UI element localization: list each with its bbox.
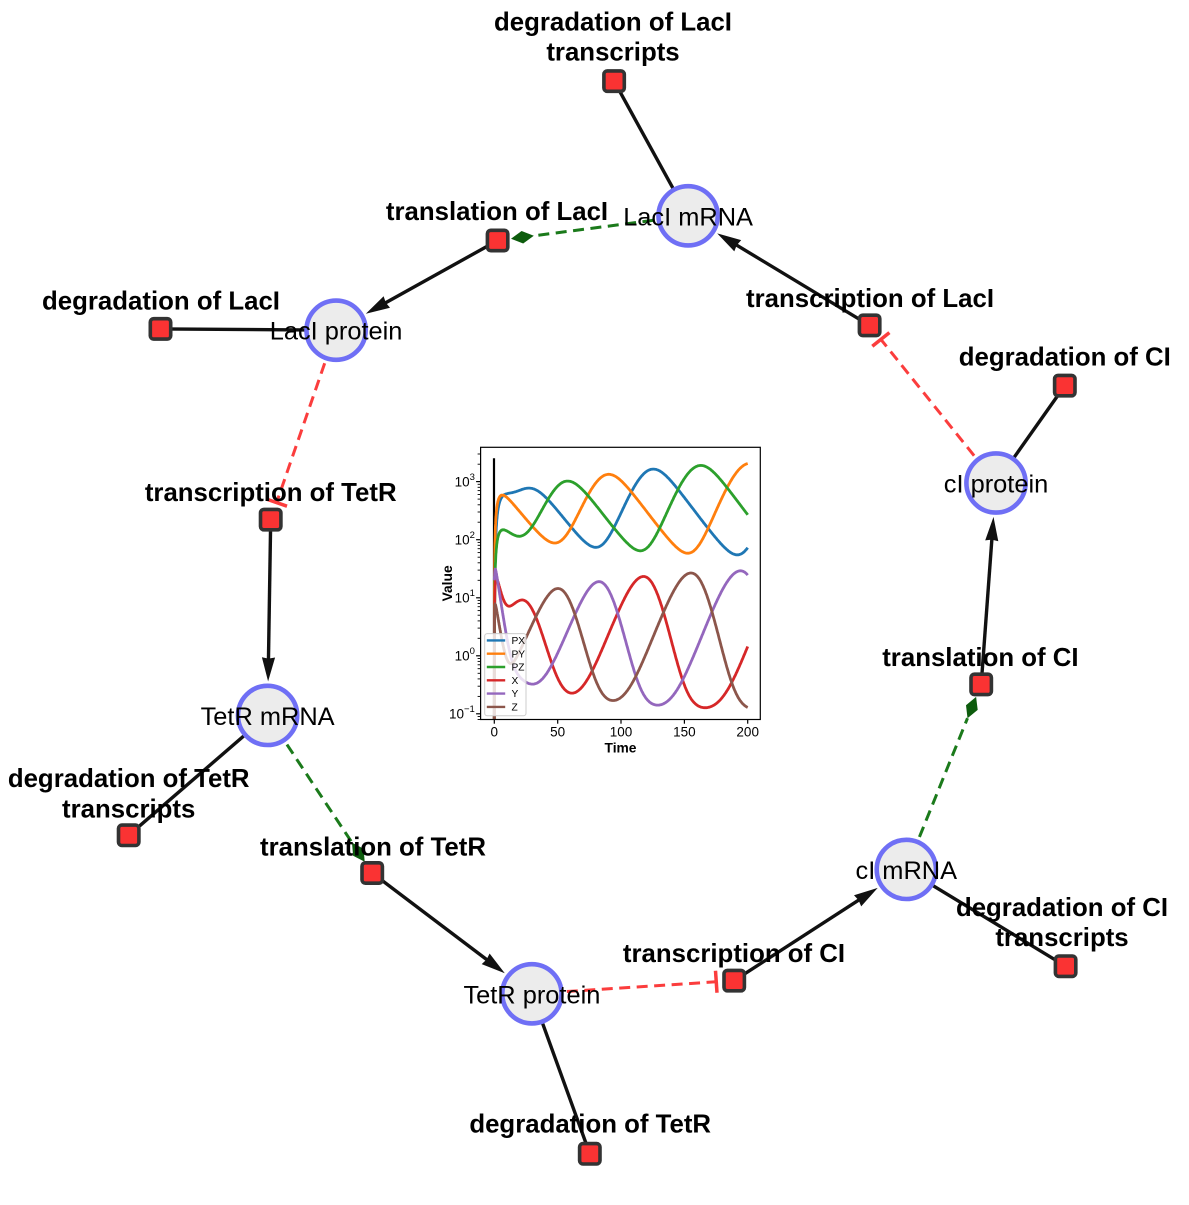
svg-text:0: 0	[470, 646, 475, 657]
svg-text:PZ: PZ	[512, 663, 525, 674]
svg-text:translation of LacI: translation of LacI	[386, 198, 608, 226]
svg-text:10: 10	[455, 591, 470, 606]
svg-text:transcripts: transcripts	[62, 796, 195, 824]
svg-text:10: 10	[449, 707, 464, 722]
svg-text:10: 10	[455, 532, 470, 547]
svg-text:PX: PX	[512, 636, 526, 647]
svg-text:1: 1	[470, 588, 475, 599]
svg-text:translation of CI: translation of CI	[882, 644, 1078, 672]
svg-text:2: 2	[470, 530, 475, 541]
svg-text:cI mRNA: cI mRNA	[856, 857, 958, 885]
svg-text:Value: Value	[440, 565, 455, 601]
svg-text:degradation of TetR: degradation of TetR	[8, 765, 250, 793]
svg-text:Y: Y	[512, 689, 519, 700]
svg-text:0: 0	[491, 725, 499, 740]
svg-text:translation of TetR: translation of TetR	[260, 833, 486, 861]
svg-text:3: 3	[470, 472, 475, 483]
svg-text:50: 50	[550, 725, 565, 740]
svg-text:transcription of LacI: transcription of LacI	[746, 285, 994, 313]
svg-text:degradation of CI: degradation of CI	[956, 894, 1168, 922]
svg-text:degradation of CI: degradation of CI	[959, 344, 1171, 372]
svg-text:LacI mRNA: LacI mRNA	[623, 203, 753, 231]
svg-text:degradation of TetR: degradation of TetR	[469, 1111, 711, 1139]
svg-text:transcripts: transcripts	[995, 924, 1128, 952]
svg-text:Time: Time	[605, 741, 637, 756]
svg-text:degradation of LacI: degradation of LacI	[494, 9, 732, 37]
svg-text:10: 10	[455, 649, 470, 664]
svg-text:cI protein: cI protein	[944, 471, 1048, 499]
svg-text:X: X	[512, 676, 519, 687]
svg-text:TetR protein: TetR protein	[463, 981, 600, 1009]
svg-text:transcription of TetR: transcription of TetR	[145, 479, 397, 507]
svg-text:150: 150	[673, 725, 696, 740]
svg-text:PY: PY	[512, 649, 526, 660]
svg-text:LacI protein: LacI protein	[270, 318, 403, 346]
svg-text:transcription of CI: transcription of CI	[623, 940, 845, 968]
svg-text:−1: −1	[464, 704, 475, 715]
svg-text:200: 200	[736, 725, 759, 740]
svg-text:100: 100	[610, 725, 633, 740]
svg-text:TetR mRNA: TetR mRNA	[201, 703, 335, 731]
svg-text:Z: Z	[512, 703, 518, 714]
svg-text:10: 10	[455, 474, 470, 489]
svg-text:degradation of LacI: degradation of LacI	[42, 287, 280, 315]
svg-text:transcripts: transcripts	[546, 39, 679, 67]
